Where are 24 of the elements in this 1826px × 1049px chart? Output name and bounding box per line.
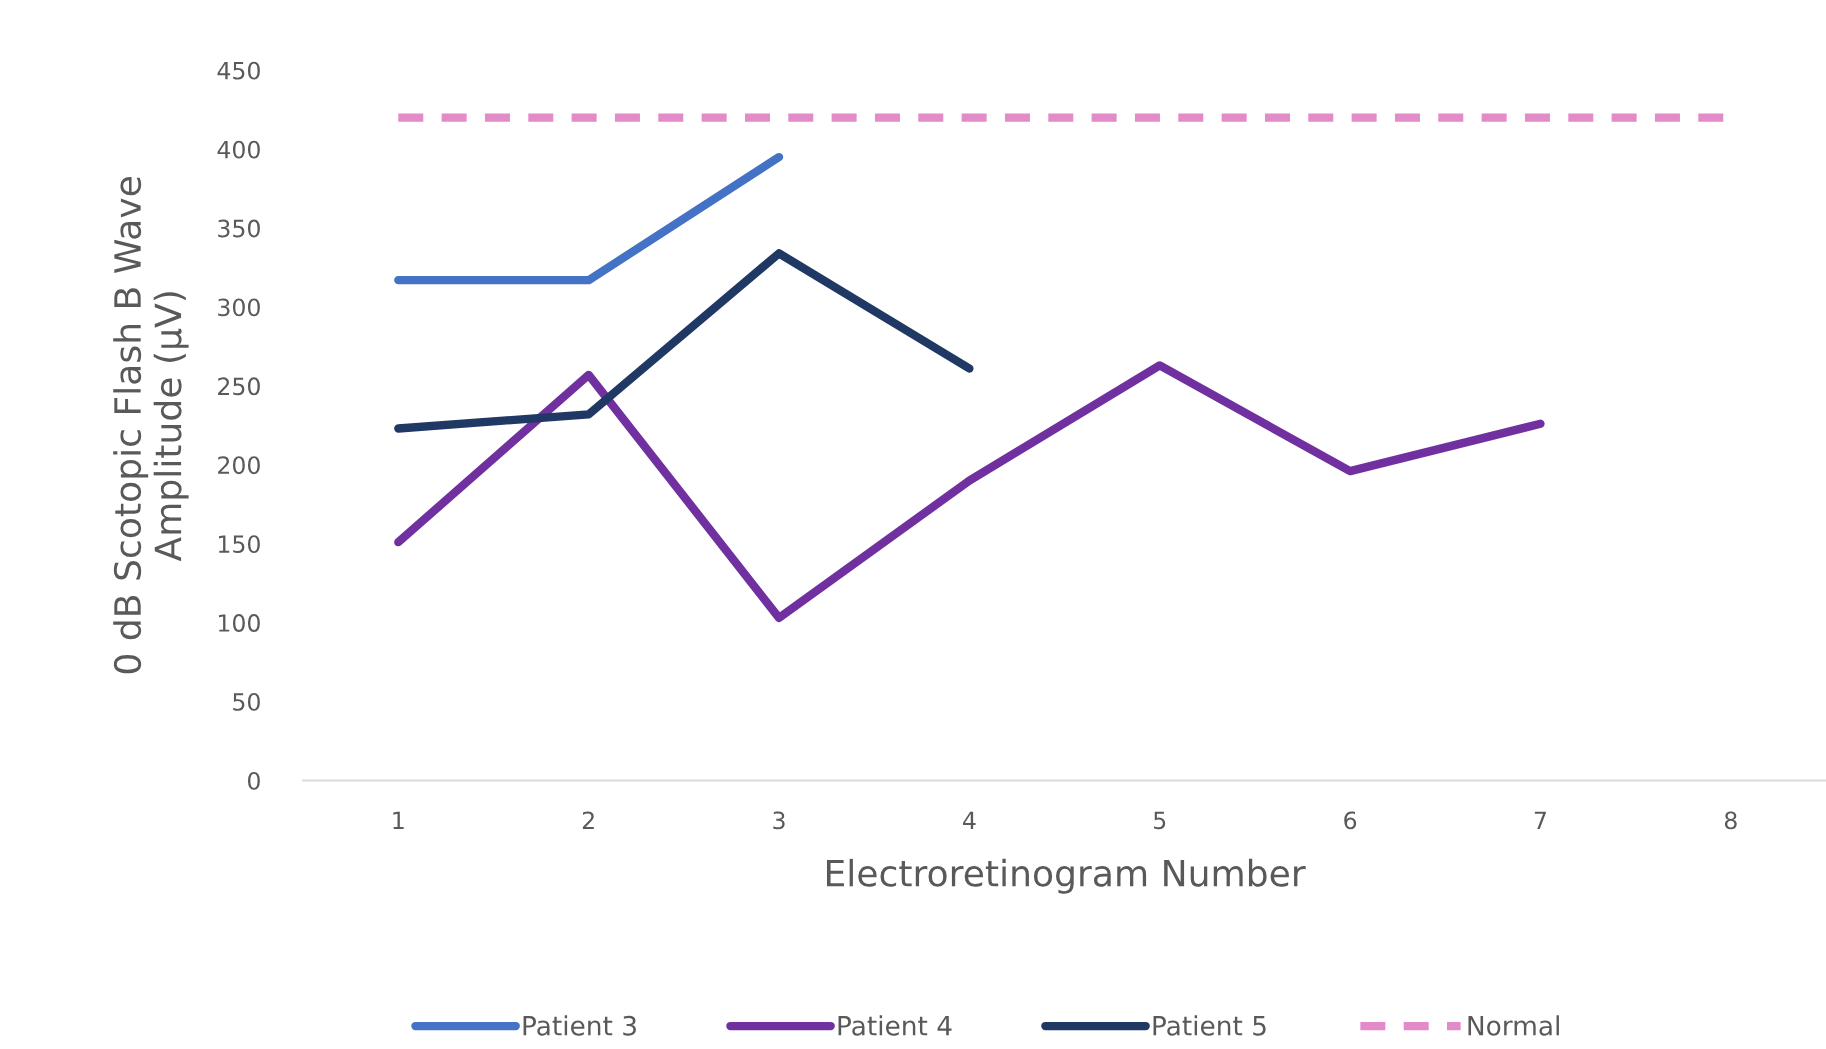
y-tick-label: 350 bbox=[218, 219, 260, 238]
x-tick-label: 1 bbox=[393, 811, 404, 829]
x-tick-label: 7 bbox=[1534, 811, 1546, 829]
y-tick-label: 0 bbox=[247, 771, 260, 790]
x-tick-label: 8 bbox=[1724, 811, 1737, 830]
y-tick-label: 200 bbox=[218, 456, 260, 475]
x-tick-label: 3 bbox=[773, 811, 785, 830]
y-tick-label: 450 bbox=[217, 61, 260, 80]
x-tick-label: 2 bbox=[582, 811, 594, 829]
x-axis-title: Electroretinogram Number bbox=[826, 858, 1306, 894]
y-axis-title: 0 dB Scotopic Flash B Wave Amplitude (µV) bbox=[113, 177, 189, 674]
y-tick-label: 50 bbox=[233, 692, 260, 711]
y-tick-label: 100 bbox=[218, 614, 260, 632]
x-tick-label: 6 bbox=[1344, 811, 1357, 830]
y-tick-label: 150 bbox=[218, 535, 260, 554]
legend-label: Normal bbox=[1468, 1015, 1559, 1036]
legend-label: Patient 3 bbox=[523, 1015, 636, 1036]
y-tick-label: 250 bbox=[218, 377, 260, 396]
legend-label: Patient 5 bbox=[1153, 1015, 1266, 1036]
y-tick-label: 300 bbox=[218, 298, 260, 317]
x-tick-label: 5 bbox=[1154, 811, 1166, 830]
y-tick-label: 400 bbox=[217, 140, 260, 159]
x-tick-label: 4 bbox=[963, 811, 976, 829]
legend-label: Patient 4 bbox=[838, 1015, 952, 1036]
